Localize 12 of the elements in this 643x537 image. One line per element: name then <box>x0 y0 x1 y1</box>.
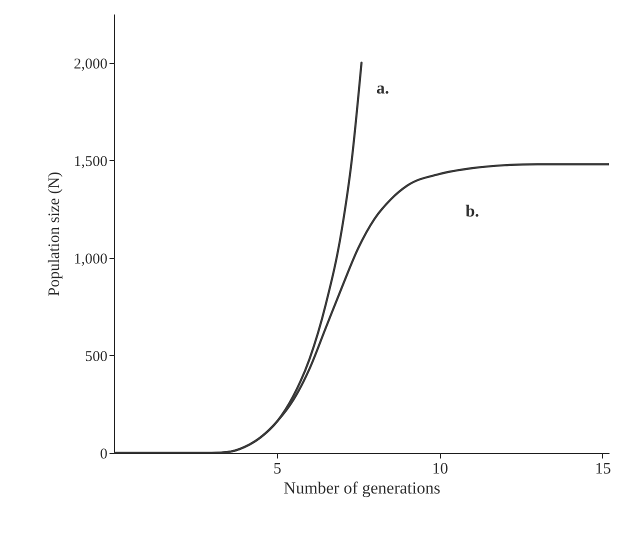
annotation: a. <box>376 78 390 98</box>
y-tick-label: 2,000 <box>74 56 108 72</box>
y-tick-label: 0 <box>100 446 108 462</box>
y-tick-label: 1,500 <box>74 154 108 170</box>
y-tick-label: 1,000 <box>74 251 108 268</box>
annotation: b. <box>465 202 480 221</box>
x-tick-label: 15 <box>594 460 611 478</box>
x-tick-label: 10 <box>432 460 448 478</box>
x-tick-label: 5 <box>273 460 282 478</box>
x-axis-title: Number of generations <box>284 478 440 498</box>
y-tick-label: 500 <box>85 348 108 365</box>
y-axis-title: Population size (N) <box>46 172 63 296</box>
